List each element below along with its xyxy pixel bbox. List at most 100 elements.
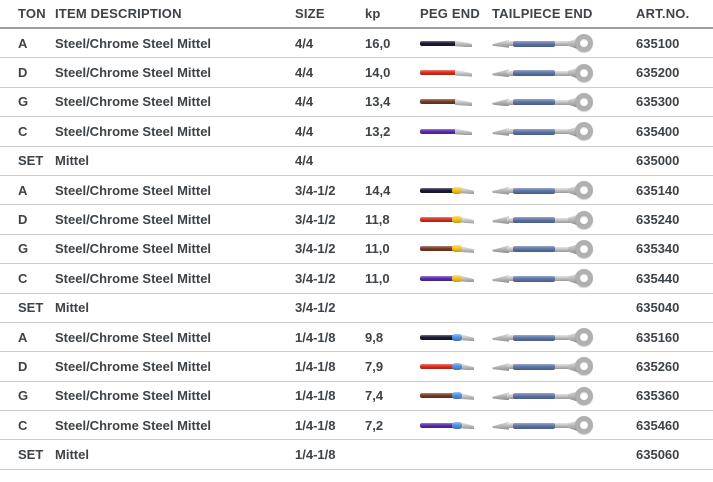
size-cell: 1/4-1/8 (295, 447, 336, 463)
tailpiece-end-cell (472, 239, 618, 259)
tailpiece-end-string-icon (492, 33, 593, 53)
art-no-cell: 635000 (636, 153, 680, 169)
item-description-cell: Mittel (55, 153, 89, 169)
ton-cell: A (18, 182, 28, 198)
tailpiece-end-string-icon (492, 121, 593, 141)
item-description-cell: Steel/Chrome Steel Mittel (55, 241, 212, 257)
tailpiece-tip-icon (492, 274, 509, 283)
size-cell: 3/4-1/2 (295, 300, 336, 316)
peg-end-cell (402, 361, 474, 371)
tailpiece-winding-icon (513, 70, 555, 77)
tailpiece-cone-icon (568, 361, 577, 372)
header-item-description: ITEM DESCRIPTION (55, 6, 182, 21)
peg-metal-tip-icon (460, 187, 474, 195)
peg-metal-tip-icon (455, 40, 472, 48)
item-description-cell: Steel/Chrome Steel Mittel (55, 358, 212, 374)
size-cell: 4/4 (295, 153, 314, 169)
tailpiece-winding-icon (513, 363, 555, 370)
string-catalog-table: TON ITEM DESCRIPTION SIZE kp PEG END TAI… (0, 6, 713, 470)
peg-end-string-icon (420, 97, 472, 107)
tailpiece-cone-icon (568, 68, 577, 79)
table-row: C Steel/Chrome Steel Mittel 3/4-1/2 11,0… (0, 264, 713, 294)
peg-winding-icon (420, 334, 457, 340)
tailpiece-cone-icon (568, 420, 577, 431)
tailpiece-tip-icon (492, 69, 509, 78)
ton-cell: D (18, 212, 28, 228)
peg-end-string-icon (420, 68, 472, 78)
tailpiece-cone-icon (568, 38, 577, 49)
peg-metal-tip-icon (460, 216, 474, 224)
tailpiece-end-cell (472, 121, 618, 141)
item-description-cell: Steel/Chrome Steel Mittel (55, 123, 212, 139)
peg-band-icon (452, 421, 462, 429)
table-row: SET Mittel 4/4 635000 (0, 147, 713, 176)
table-row: A Steel/Chrome Steel Mittel 4/4 16,0 635… (0, 29, 713, 59)
kp-cell: 16,0 (365, 35, 391, 51)
peg-end-cell (402, 185, 474, 195)
size-cell: 4/4 (295, 94, 314, 110)
kp-cell: 13,2 (365, 123, 391, 139)
peg-band-icon (452, 362, 462, 370)
tailpiece-cone-icon (568, 97, 577, 108)
ton-cell: G (18, 94, 29, 110)
art-no-cell: 635460 (636, 417, 680, 433)
table-row: G Steel/Chrome Steel Mittel 3/4-1/2 11,0… (0, 235, 713, 265)
peg-end-string-icon (420, 38, 472, 48)
kp-cell: 7,9 (365, 358, 384, 374)
peg-metal-tip-icon (460, 334, 474, 342)
peg-winding-icon (420, 217, 457, 223)
tailpiece-tip-icon (492, 333, 509, 342)
peg-band-icon (452, 216, 462, 224)
ton-cell: G (18, 241, 29, 257)
header-kp: kp (365, 6, 381, 21)
tailpiece-winding-icon (513, 187, 555, 194)
peg-end-string-icon (420, 332, 474, 342)
tailpiece-end-cell (472, 210, 618, 230)
tailpiece-end-cell (472, 327, 618, 347)
ball-end-ring-icon (575, 92, 593, 111)
table-row: G Steel/Chrome Steel Mittel 4/4 13,4 635… (0, 88, 713, 118)
kp-cell: 7,4 (365, 388, 384, 404)
peg-end-string-icon (420, 126, 472, 136)
header-peg-end: PEG END (420, 6, 480, 21)
ton-cell: C (18, 270, 28, 286)
table-row: D Steel/Chrome Steel Mittel 4/4 14,0 635… (0, 58, 713, 88)
peg-band-icon (452, 274, 462, 282)
item-description-cell: Steel/Chrome Steel Mittel (55, 35, 212, 51)
ball-end-ring-icon (575, 34, 593, 53)
kp-cell: 9,8 (365, 329, 384, 345)
peg-winding-icon (420, 40, 457, 46)
tailpiece-cone-icon (568, 273, 577, 284)
tailpiece-end-string-icon (492, 239, 593, 259)
tailpiece-winding-icon (513, 217, 555, 224)
size-cell: 4/4 (295, 65, 314, 81)
table-row: C Steel/Chrome Steel Mittel 4/4 13,2 635… (0, 117, 713, 147)
peg-winding-icon (420, 128, 457, 134)
peg-end-cell (402, 126, 472, 136)
tailpiece-cone-icon (568, 332, 577, 343)
art-no-cell: 635160 (636, 329, 680, 345)
kp-cell: 11,8 (365, 212, 390, 228)
tailpiece-winding-icon (513, 334, 555, 341)
peg-winding-icon (420, 393, 457, 399)
tailpiece-tip-icon (492, 98, 509, 107)
peg-metal-tip-icon (455, 98, 472, 106)
tailpiece-tip-icon (492, 216, 509, 225)
size-cell: 1/4-1/8 (295, 329, 336, 345)
ton-cell: G (18, 388, 29, 404)
art-no-cell: 635060 (636, 447, 680, 463)
tailpiece-end-cell (472, 63, 618, 83)
tailpiece-tip-icon (492, 39, 509, 48)
tailpiece-cone-icon (568, 391, 577, 402)
size-cell: 3/4-1/2 (295, 212, 336, 228)
tailpiece-tip-icon (492, 362, 509, 371)
ball-end-ring-icon (575, 239, 593, 258)
table-row: A Steel/Chrome Steel Mittel 1/4-1/8 9,8 … (0, 323, 713, 353)
peg-band-icon (452, 245, 462, 253)
ton-cell: C (18, 417, 28, 433)
item-description-cell: Mittel (55, 447, 89, 463)
ton-cell: C (18, 123, 28, 139)
art-no-cell: 635340 (636, 241, 680, 257)
size-cell: 1/4-1/8 (295, 417, 336, 433)
tailpiece-end-cell (472, 180, 618, 200)
